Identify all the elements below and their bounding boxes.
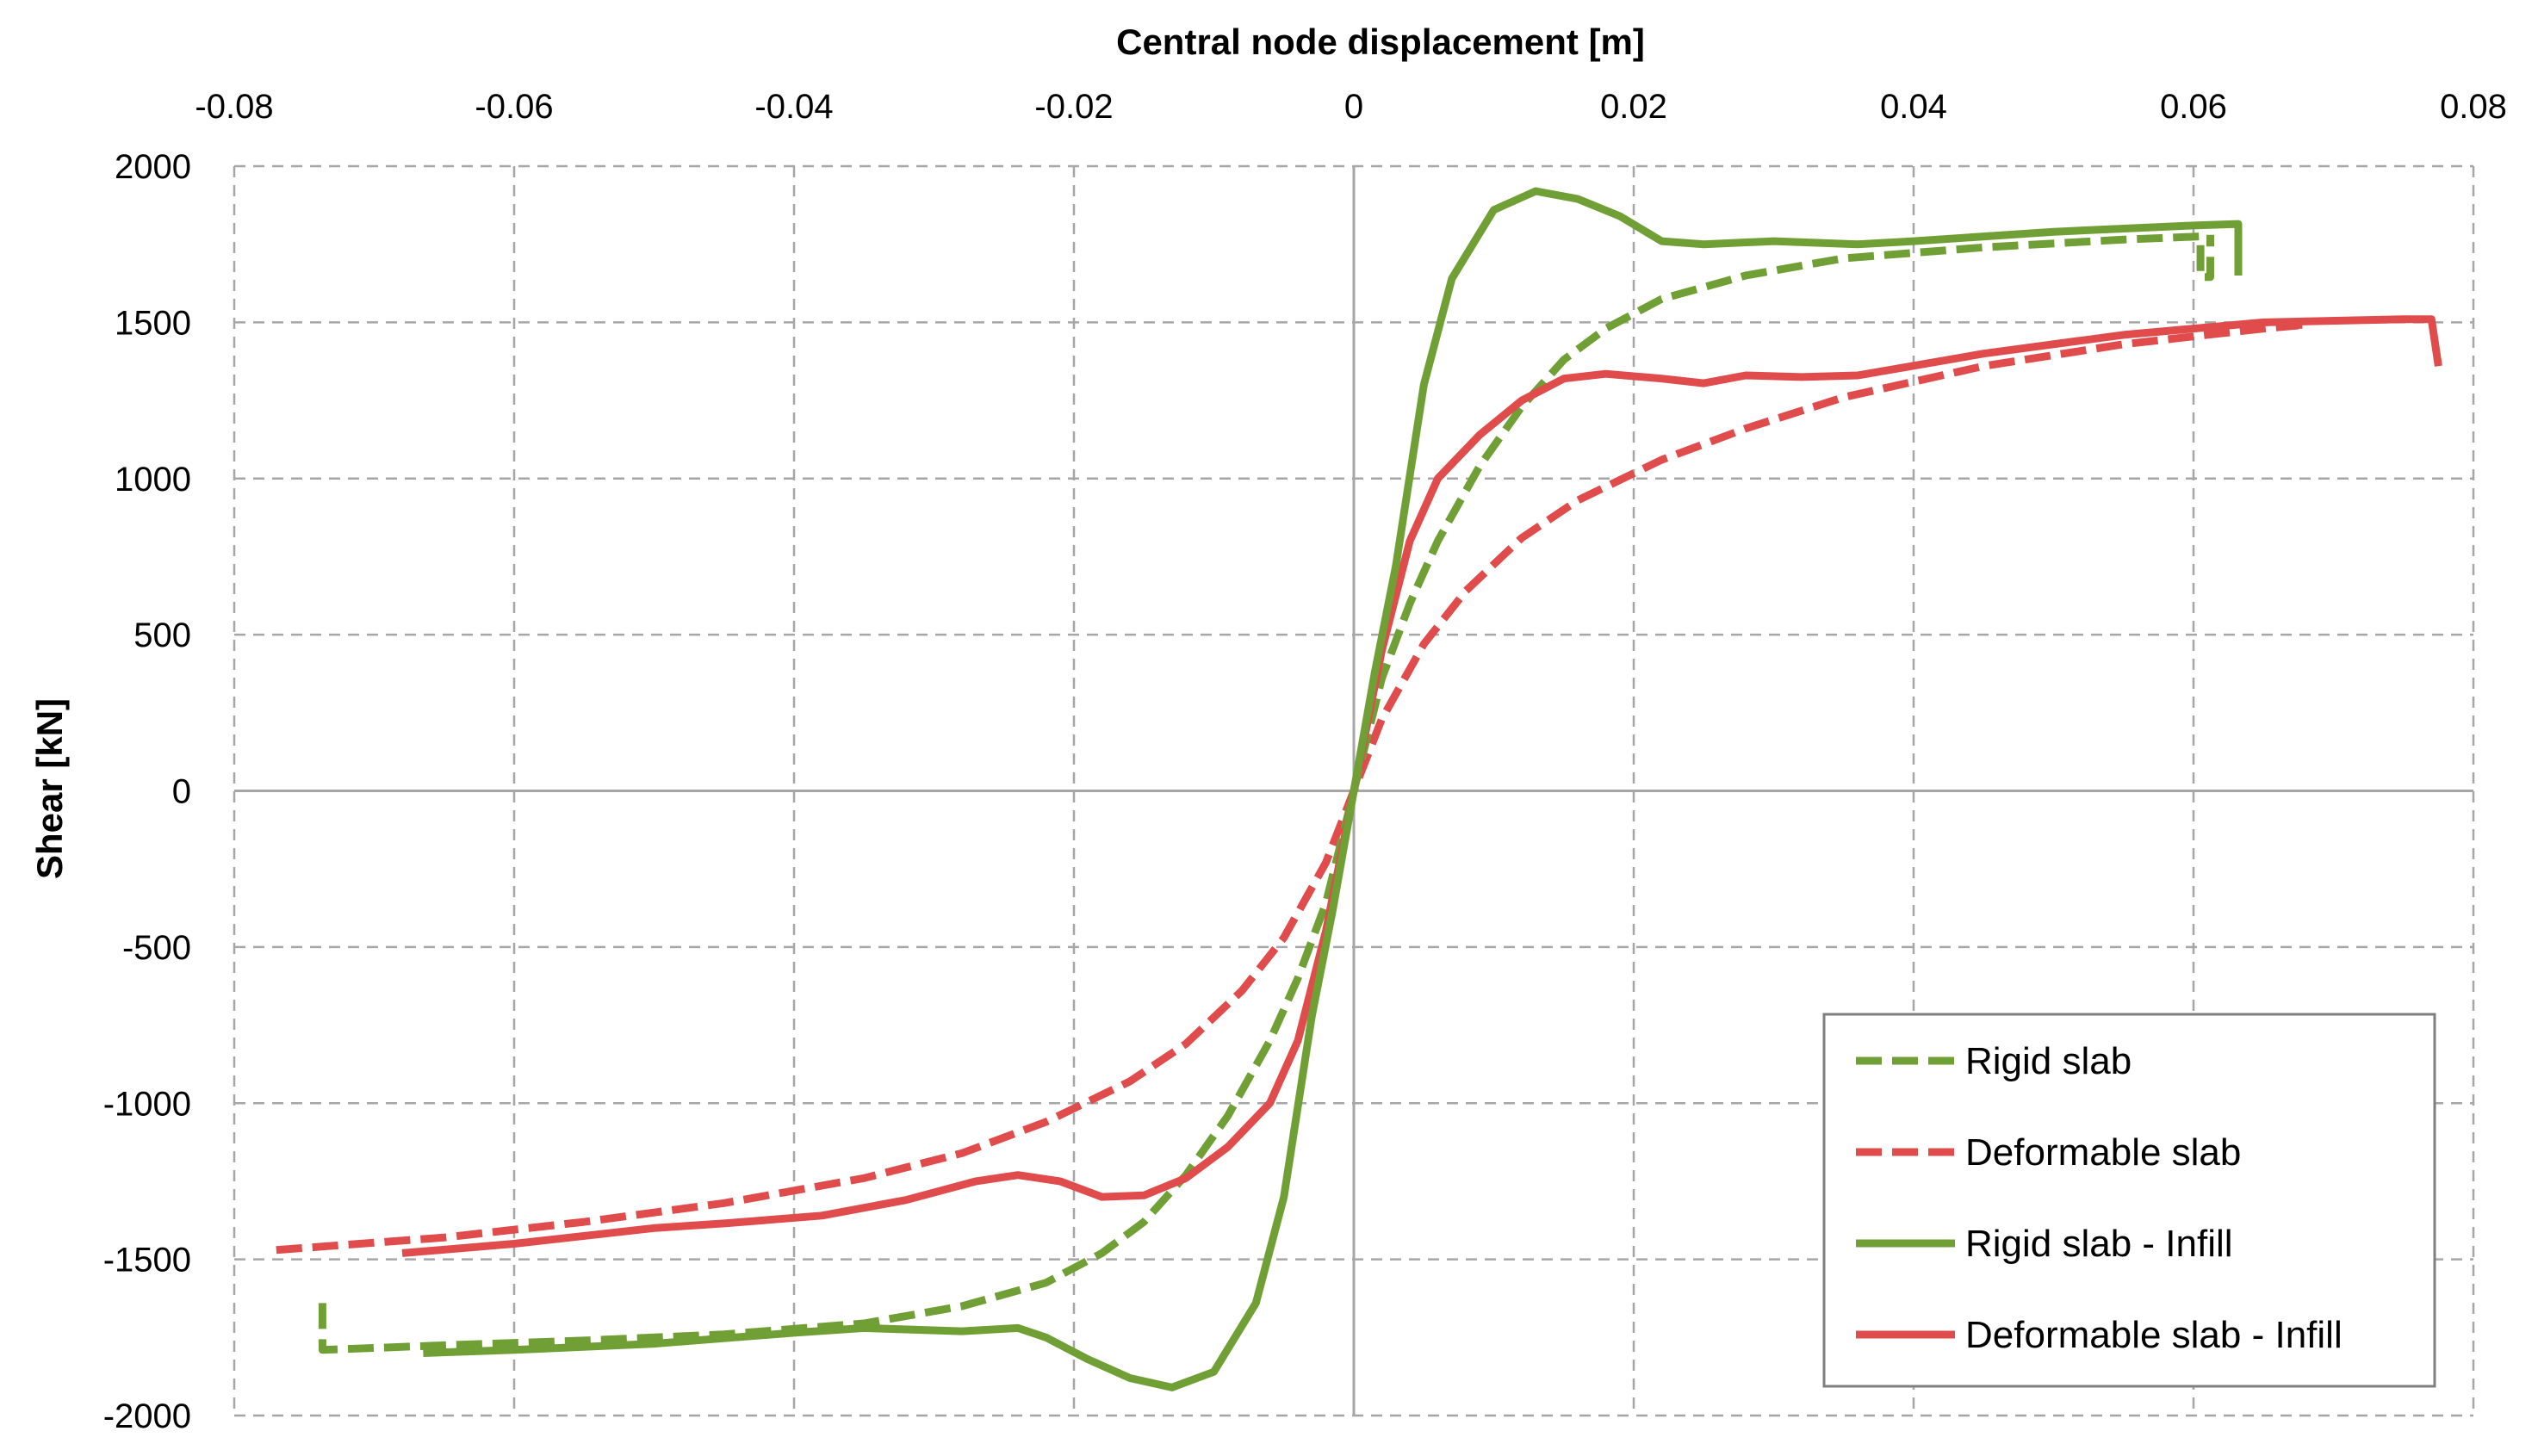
x-tick-label: 0.08 — [2440, 88, 2507, 126]
x-tick-label: 0.06 — [2160, 88, 2227, 126]
legend-label: Rigid slab - Infill — [1965, 1223, 2233, 1265]
legend-label: Deformable slab — [1965, 1131, 2241, 1174]
series-line-deformable-slab — [276, 321, 2303, 1255]
x-tick-label: -0.04 — [754, 88, 833, 126]
legend-label: Rigid slab — [1965, 1040, 2132, 1082]
x-tick-label: 0.02 — [1600, 88, 1667, 126]
y-tick-label: 0 — [172, 773, 191, 811]
x-tick-label: 0 — [1344, 88, 1363, 126]
legend-items: Rigid slab Deformable slab Rigid slab - In… — [1856, 1040, 2343, 1356]
y-tick-label: -2000 — [103, 1397, 191, 1435]
y-axis-title: Shear [kN] — [29, 698, 70, 879]
y-tick-label: 1500 — [115, 304, 191, 342]
legend-label: Deformable slab - Infill — [1965, 1314, 2343, 1356]
y-tick-label: -1500 — [103, 1242, 191, 1279]
series-layer — [276, 187, 2442, 1391]
legend-box — [1822, 1013, 2436, 1388]
tick-label-layer: -0.08 -0.06 -0.04 -0.02 0 0.02 0.04 0.06 0.08 200… — [103, 88, 2507, 1435]
x-tick-label: -0.06 — [475, 88, 553, 126]
y-tick-label: -1000 — [103, 1085, 191, 1123]
y-tick-label: -500 — [122, 929, 191, 967]
x-tick-label: -0.02 — [1034, 88, 1113, 126]
legend: Rigid slab Deformable slab Rigid slab - In… — [1822, 1013, 2436, 1388]
x-axis-title: Central node displacement [m] — [1116, 22, 1645, 62]
y-tick-label: 1000 — [115, 461, 191, 499]
x-tick-label: -0.08 — [195, 88, 273, 126]
y-tick-label: 500 — [133, 616, 191, 654]
y-tick-label: 2000 — [115, 148, 191, 186]
series-line-rigid-slab-infill — [423, 187, 2243, 1391]
x-tick-label: 0.04 — [1880, 88, 1947, 126]
